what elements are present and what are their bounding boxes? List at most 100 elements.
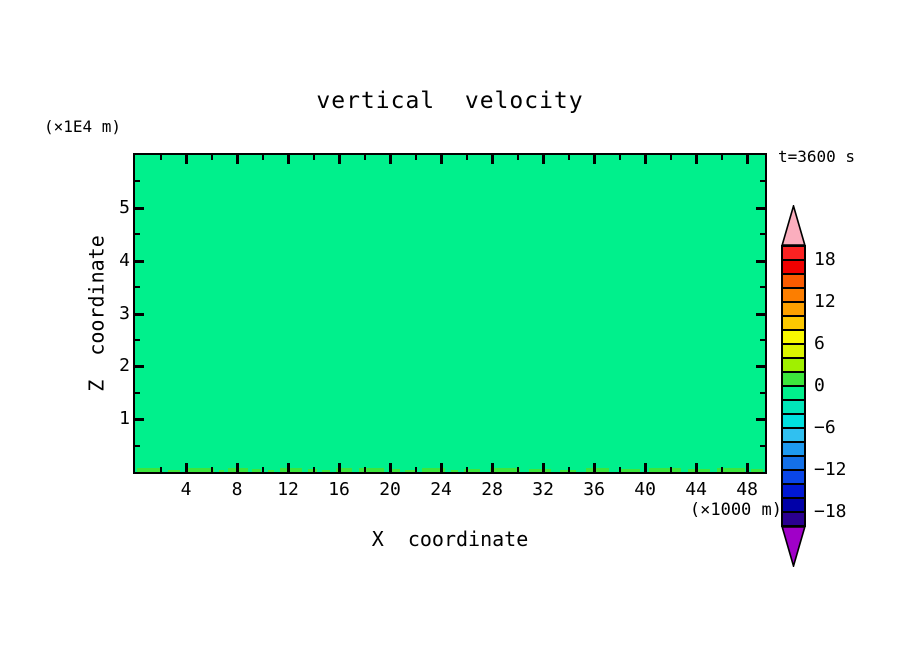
z-major-tick [756, 418, 765, 422]
colorbar-segment [783, 315, 804, 329]
colorbar-segment [783, 399, 804, 413]
z-major-tick [135, 259, 144, 263]
surface-updraft-patch [136, 468, 163, 472]
z-minor-tick [760, 180, 765, 183]
colorbar-segment [783, 413, 804, 427]
z-major-tick [135, 418, 144, 422]
z-minor-tick [760, 444, 765, 447]
colorbar-segment [783, 287, 804, 301]
x-minor-tick [567, 155, 570, 160]
surface-updraft-patch [489, 468, 521, 472]
colorbar-segment [783, 483, 804, 497]
x-minor-tick [414, 155, 417, 160]
x-minor-tick [720, 467, 723, 472]
x-minor-tick [363, 467, 366, 472]
x-major-tick [287, 463, 291, 472]
z-major-tick [756, 312, 765, 316]
z-major-tick [135, 365, 144, 369]
x-minor-tick [465, 155, 468, 160]
z-minor-tick [135, 233, 140, 236]
x-major-tick [389, 463, 393, 472]
time-stamp-label: t=3600 s [778, 147, 856, 166]
x-minor-tick [669, 467, 672, 472]
surface-updraft-patch [219, 470, 225, 472]
colorbar-segment [783, 329, 804, 343]
x-major-tick [695, 463, 699, 472]
z-major-tick [756, 206, 765, 210]
surface-updraft-patch [336, 468, 353, 472]
x-major-tick [236, 155, 240, 164]
colorbar-segment [783, 441, 804, 455]
x-axis-unit-label: (×1000 m) [689, 500, 782, 520]
x-tick-label: 4 [180, 479, 192, 500]
colorbar-tick-label: −6 [814, 417, 836, 438]
x-minor-tick [618, 467, 621, 472]
z-tick-label: 5 [119, 196, 130, 218]
colorbar-tick-label: 18 [814, 249, 836, 270]
chart-title: vertical velocity [316, 88, 584, 114]
z-minor-tick [135, 391, 140, 394]
colorbar-segment [783, 427, 804, 441]
x-minor-tick [210, 155, 213, 160]
colorbar-segment [783, 357, 804, 371]
x-minor-tick [210, 467, 213, 472]
z-major-tick [756, 365, 765, 369]
z-major-tick [135, 206, 144, 210]
plot-area [133, 153, 767, 474]
colorbar-tick-label: −12 [814, 459, 847, 480]
x-minor-tick [618, 155, 621, 160]
x-minor-tick [261, 155, 264, 160]
surface-updraft-patch [186, 468, 215, 472]
colorbar-segment [783, 259, 804, 273]
x-tick-label: 16 [328, 479, 350, 500]
surface-updraft-patch [529, 469, 551, 472]
z-minor-tick [135, 444, 140, 447]
surface-updraft-patch [688, 469, 711, 472]
colorbar-segment [783, 385, 804, 399]
x-major-tick [593, 155, 597, 164]
x-major-tick [542, 463, 546, 472]
x-major-tick [338, 463, 342, 472]
x-major-tick [491, 463, 495, 472]
x-minor-tick [516, 155, 519, 160]
surface-updraft-patch [464, 469, 480, 472]
x-minor-tick [159, 467, 162, 472]
x-major-tick [644, 155, 648, 164]
x-major-tick [746, 155, 750, 164]
colorbar-segment [783, 273, 804, 287]
x-major-tick [695, 155, 699, 164]
colorbar-under-arrow [781, 526, 806, 567]
x-tick-label: 20 [379, 479, 401, 500]
x-tick-label: 48 [736, 479, 758, 500]
surface-updraft-patch [451, 470, 459, 472]
x-major-tick [287, 155, 291, 164]
colorbar-segment [783, 455, 804, 469]
colorbar-tick-label: 6 [814, 333, 825, 354]
x-minor-tick [669, 155, 672, 160]
z-tick-label: 1 [119, 408, 130, 430]
surface-updraft-patch [267, 470, 274, 472]
colorbar-scale [781, 245, 806, 527]
colorbar-segment [783, 343, 804, 357]
x-major-tick [440, 463, 444, 472]
z-axis-unit-label: (×1E4 m) [44, 117, 122, 136]
z-tick-label: 4 [119, 249, 130, 271]
x-major-tick [746, 463, 750, 472]
surface-updraft-patch [586, 468, 610, 472]
x-minor-tick [159, 155, 162, 160]
z-minor-tick [760, 338, 765, 341]
x-major-tick [236, 463, 240, 472]
x-tick-label: 32 [532, 479, 554, 500]
x-tick-label: 36 [583, 479, 605, 500]
x-minor-tick [363, 155, 366, 160]
x-tick-label: 24 [430, 479, 452, 500]
x-major-tick [542, 155, 546, 164]
surface-updraft-patch [648, 468, 681, 472]
colorbar-tick-label: 0 [814, 375, 825, 396]
x-tick-label: 8 [231, 479, 243, 500]
surface-updraft-patch [750, 469, 764, 472]
surface-updraft-patch [390, 469, 401, 472]
z-tick-label: 3 [119, 302, 130, 324]
surface-updraft-patch [168, 470, 180, 472]
